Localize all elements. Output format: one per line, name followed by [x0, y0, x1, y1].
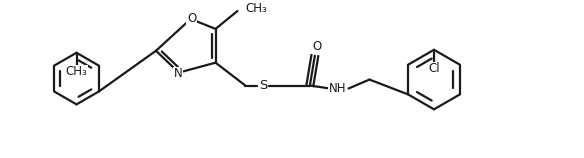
Text: S: S: [259, 79, 267, 92]
Text: NH: NH: [329, 82, 346, 95]
Text: N: N: [173, 67, 182, 80]
Text: Cl: Cl: [428, 62, 440, 75]
Text: O: O: [312, 40, 321, 53]
Text: CH₃: CH₃: [245, 2, 267, 15]
Text: O: O: [187, 12, 196, 25]
Text: CH₃: CH₃: [65, 65, 88, 78]
